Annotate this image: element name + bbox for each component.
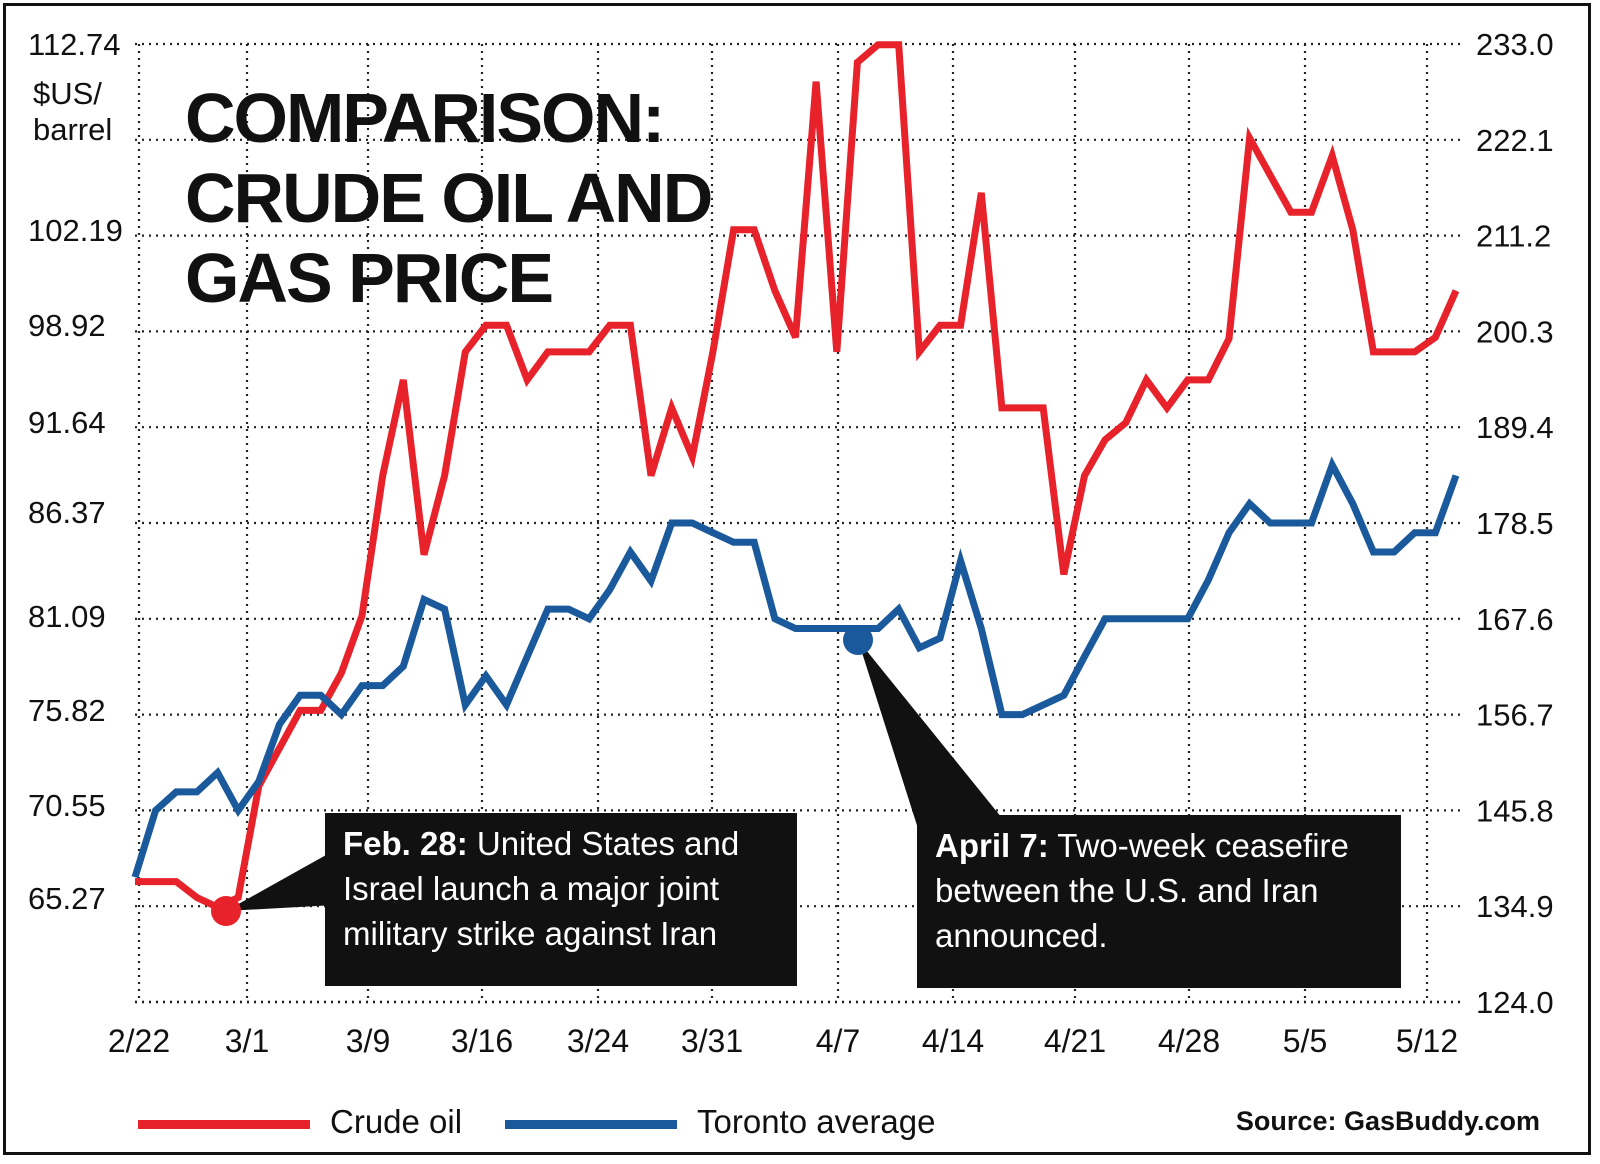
- right-tick-label: 156.7: [1476, 698, 1554, 733]
- right-tick-label: 222.1: [1476, 123, 1554, 158]
- legend-label-crude: Crude oil: [330, 1103, 463, 1140]
- x-tick-label: 3/24: [567, 1023, 629, 1059]
- x-tick-label: 2/22: [108, 1023, 170, 1059]
- callout-feb28: Feb. 28: United States and Israel launch…: [325, 813, 797, 986]
- callout-feb28-date: Feb. 28:: [343, 825, 468, 862]
- left-tick-label: 65.27: [28, 881, 106, 916]
- left-tick-label: 81.09: [28, 599, 106, 634]
- x-tick-label: 4/28: [1158, 1023, 1220, 1059]
- x-tick-label: 3/31: [681, 1023, 743, 1059]
- x-tick-label: 4/7: [816, 1023, 860, 1059]
- legend-swatch-toronto: [505, 1120, 677, 1129]
- left-tick-label: 91.64: [28, 405, 106, 440]
- x-tick-label: 3/1: [225, 1023, 269, 1059]
- x-tick-label: 4/14: [922, 1023, 984, 1059]
- x-tick-label: 5/12: [1396, 1023, 1458, 1059]
- left-tick-label: 86.37: [28, 495, 106, 530]
- left-tick-label: 98.92: [28, 308, 106, 343]
- right-tick-label: 167.6: [1476, 602, 1554, 637]
- axis-ticks: 112.74 102.19 98.92 91.64 86.37 81.09 75.82 70.…: [28, 27, 1554, 1059]
- callout-feb28-text: United States and Israel launch a major …: [343, 825, 740, 952]
- source-credit: Source: GasBuddy.com: [1235, 1106, 1540, 1136]
- right-tick-label: 200.3: [1476, 314, 1554, 349]
- x-tick-label: 4/21: [1044, 1023, 1106, 1059]
- callout-feb28-pointer: [226, 850, 335, 911]
- left-tick-label: 112.74: [28, 27, 121, 62]
- callout-apr7: April 7: Two-week ceasefire between the …: [917, 815, 1401, 988]
- legend-swatch-crude: [138, 1120, 310, 1129]
- x-tick-label: 3/16: [451, 1023, 513, 1059]
- series-lines: [131, 41, 1460, 912]
- right-tick-label: 189.4: [1476, 410, 1554, 445]
- x-tick-label: 3/9: [346, 1023, 390, 1059]
- left-tick-label: 102.19: [28, 213, 123, 248]
- legend-label-toronto: Toronto average: [697, 1103, 936, 1140]
- left-axis-unit: $US/ barrel: [33, 76, 113, 147]
- right-tick-label: 134.9: [1476, 889, 1554, 924]
- feb28-marker-dot: [211, 896, 241, 926]
- right-tick-label: 211.2: [1476, 219, 1551, 254]
- callout-apr7-pointer: [858, 640, 1010, 860]
- chart-title: COMPARISON: CRUDE OIL AND GAS PRICE: [185, 79, 713, 317]
- series-markers: [211, 625, 1010, 926]
- toronto-average-line: [131, 456, 1460, 879]
- left-tick-label: 75.82: [28, 693, 106, 728]
- right-tick-label: 178.5: [1476, 506, 1554, 541]
- right-tick-label: 145.8: [1476, 793, 1554, 828]
- right-tick-label: 233.0: [1476, 27, 1554, 62]
- apr7-marker-dot: [843, 625, 873, 655]
- callout-apr7-date: April 7:: [935, 827, 1049, 864]
- x-tick-label: 5/5: [1283, 1023, 1327, 1059]
- right-tick-label: 124.0: [1476, 985, 1554, 1020]
- crude-oil-line: [135, 41, 1460, 912]
- left-tick-label: 70.55: [28, 788, 106, 823]
- callout-apr7-text: Two-week ceasefire between the U.S. and …: [935, 827, 1349, 954]
